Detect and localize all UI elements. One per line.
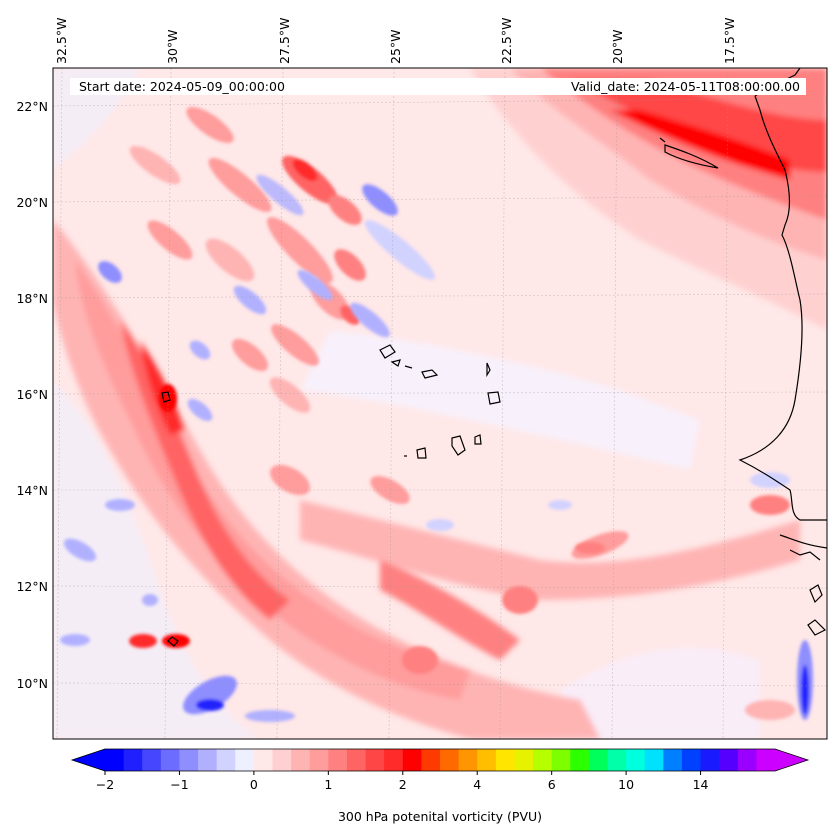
gridlines	[53, 68, 827, 739]
lat-label: 14°N	[16, 483, 48, 498]
colorbar-cell	[328, 749, 348, 771]
colorbar-cell	[142, 749, 162, 771]
lon-label: 20°W	[610, 29, 625, 64]
colorbar-cell	[402, 749, 422, 771]
island-sal	[486, 362, 491, 378]
colorbar-title: 300 hPa potenital vorticity (PVU)	[338, 809, 542, 824]
jet-streak	[470, 68, 827, 330]
colorbar-tick-label: 1	[324, 777, 332, 792]
colorbar-cell	[105, 749, 125, 771]
colorbar-cell	[309, 749, 329, 771]
island-maio	[474, 434, 482, 445]
colorbar-cell	[123, 749, 143, 771]
colorbar-cell	[253, 749, 273, 771]
lon-label: 27.5°W	[277, 18, 292, 64]
coast-africa	[738, 95, 827, 521]
island-santo-antao	[379, 344, 396, 359]
colorbar-cell	[235, 749, 255, 771]
colorbar-cell	[477, 749, 497, 771]
colorbar-extend-high	[775, 749, 808, 771]
colorbar-cell	[551, 749, 571, 771]
lat-label: 12°N	[16, 579, 48, 594]
colorbar-cell	[588, 749, 608, 771]
colorbar: −2 −1 0 1 2 4 6 10 14 300 hPa potenital vorticit…	[70, 748, 810, 824]
lat-label: 18°N	[16, 291, 48, 306]
island-santiago	[451, 435, 466, 456]
colorbar-cell	[291, 749, 311, 771]
colorbar-cell	[272, 749, 292, 771]
lon-label: 25°W	[388, 29, 403, 64]
colorbar-cell	[607, 749, 627, 771]
colorbar-cell	[719, 749, 739, 771]
colorbar-cell	[346, 749, 367, 771]
colorbar-tick-label: 10	[618, 777, 634, 792]
colorbar-cell	[681, 749, 702, 771]
lon-axis: 32.5°W 30°W 27.5°W 25°W 22.5°W 20°W 17.5…	[54, 18, 737, 64]
lon-label: 17.5°W	[722, 18, 737, 64]
colorbar-tick-label: 4	[473, 777, 481, 792]
dakar-contour	[664, 144, 719, 169]
lat-label: 20°N	[16, 195, 48, 210]
colorbar-cell	[644, 749, 664, 771]
island-sao-nicolau	[421, 369, 439, 379]
colorbar-tick-label: 6	[548, 777, 556, 792]
colorbar-cell	[495, 749, 515, 771]
lat-label: 16°N	[16, 387, 48, 402]
colorbar-cell	[440, 749, 460, 771]
colorbar-tick-label: −2	[96, 777, 114, 792]
start-date-label: Start date: 2024-05-09_00:00:00	[79, 79, 285, 94]
colorbar-tick-label: 0	[250, 777, 258, 792]
lat-label: 22°N	[16, 99, 48, 114]
colorbar-cell	[700, 749, 720, 771]
colorbar-outline	[70, 748, 810, 772]
island-boa-vista	[487, 391, 501, 405]
colorbar-cell	[179, 749, 199, 771]
colorbar-cell	[756, 749, 776, 771]
colorbar-cell	[737, 749, 757, 771]
colorbar-cell	[365, 749, 385, 771]
colorbar-extend-low	[72, 749, 105, 771]
colorbar-tick-label: −1	[170, 777, 188, 792]
island-fogo	[416, 447, 427, 459]
lat-axis: 22°N 20°N 18°N 16°N 14°N 12°N 10°N	[16, 99, 48, 691]
map-frame	[52, 67, 828, 740]
info-banner	[70, 78, 806, 95]
colorbar-cell	[458, 749, 478, 771]
colorbar-cell	[384, 749, 404, 771]
pv-hotspots	[129, 384, 790, 648]
colorbar-cell	[160, 749, 180, 771]
colorbar-cell	[514, 749, 534, 771]
colorbar-cell	[663, 749, 683, 771]
pv-field: Start date: 2024-05-09_00:00:00 Valid_da…	[53, 68, 827, 739]
colorbar-cell	[626, 749, 646, 771]
colorbar-cell	[421, 749, 441, 771]
valid-date-label: Valid_date: 2024-05-11T08:00:00.00	[571, 79, 800, 94]
lon-label: 22.5°W	[499, 18, 514, 64]
colorbar-tick-label: 14	[693, 777, 709, 792]
wave-train	[129, 106, 795, 720]
lat-label: 10°N	[16, 676, 48, 691]
colorbar-cell	[533, 749, 553, 771]
colorbar-cell	[570, 749, 590, 771]
lon-label: 30°W	[165, 29, 180, 64]
lon-label: 32.5°W	[54, 18, 69, 64]
colorbar-cell	[216, 749, 236, 771]
colorbar-tick-label: 2	[399, 777, 407, 792]
colorbar-cell	[198, 749, 218, 771]
